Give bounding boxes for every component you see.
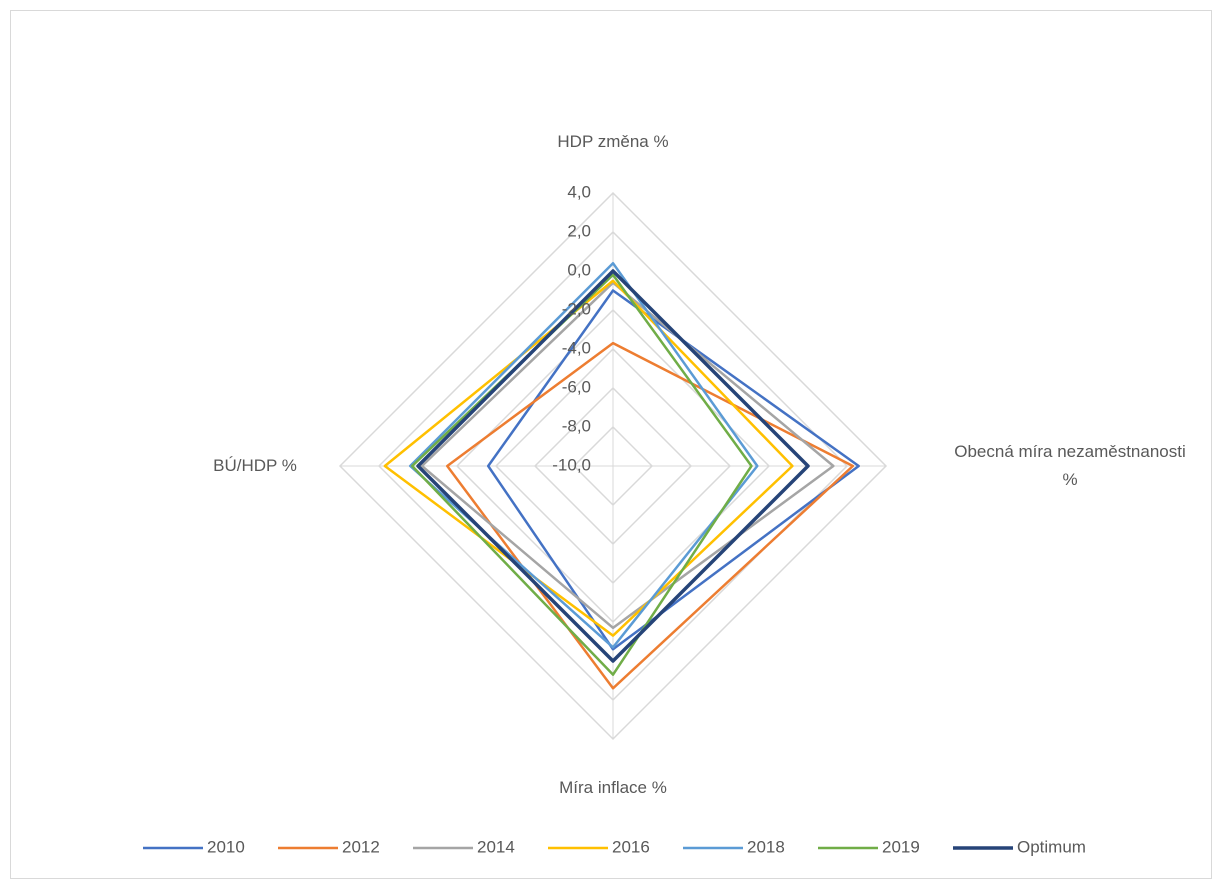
series-line — [486, 289, 860, 651]
series-line — [410, 273, 753, 676]
tick-label: 0,0 — [567, 260, 591, 279]
tick-label: -10,0 — [552, 455, 591, 474]
legend-label: 2018 — [747, 837, 785, 856]
tick-label: -4,0 — [562, 338, 591, 357]
axis-label: HDP změna % — [557, 132, 669, 151]
legend-label: Optimum — [1017, 837, 1086, 856]
series-line — [446, 341, 855, 690]
tick-label: -2,0 — [562, 299, 591, 318]
tick-label: -6,0 — [562, 377, 591, 396]
legend-label: 2016 — [612, 837, 650, 856]
series-line — [383, 279, 794, 637]
tick-label: -8,0 — [562, 416, 591, 435]
series-line — [420, 281, 835, 630]
series-line — [408, 261, 759, 649]
axis-label: Míra inflace % — [559, 778, 667, 797]
legend-label: 2019 — [882, 837, 920, 856]
tick-label: 4,0 — [567, 182, 591, 201]
axis-label: BÚ/HDP % — [213, 456, 297, 475]
series-line — [416, 269, 810, 663]
tick-label: 2,0 — [567, 221, 591, 240]
legend-label: 2010 — [207, 837, 245, 856]
legend-label: 2014 — [477, 837, 515, 856]
legend-label: 2012 — [342, 837, 380, 856]
axis-label: Obecná míra nezaměstnanosti % — [954, 442, 1186, 489]
